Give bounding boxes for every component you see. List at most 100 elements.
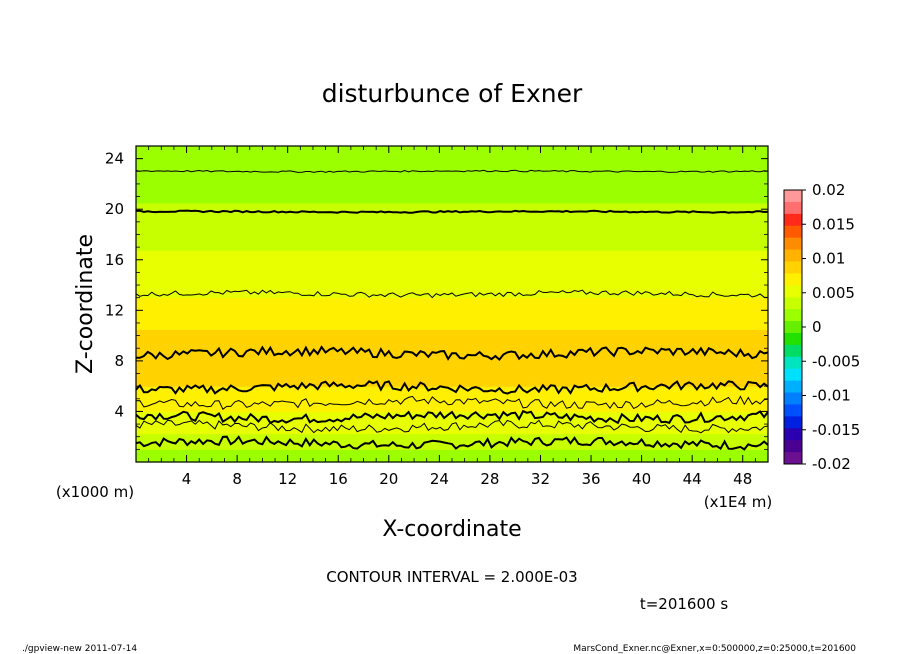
- time-label: t=201600 s: [640, 595, 728, 613]
- colorbar-label: -0.02: [812, 455, 851, 473]
- field-band: [136, 307, 768, 311]
- y-axis-label: Z-coordinate: [73, 234, 98, 374]
- contour-line: [135, 419, 769, 434]
- field-band: [136, 237, 768, 242]
- footer-left: ./gpview-new 2011-07-14: [22, 644, 137, 654]
- field-band: [136, 326, 768, 330]
- contour-line: [135, 380, 769, 395]
- field-band: [136, 168, 768, 172]
- colorbar-segment: [784, 428, 802, 441]
- field-band: [136, 420, 768, 425]
- colorbar-segment: [784, 368, 802, 382]
- field-band: [136, 395, 768, 400]
- field-band: [136, 405, 768, 409]
- footer-right: MarsCond_Exner.nc@Exner,x=0:500000,z=0:2…: [573, 644, 856, 654]
- field-band: [136, 383, 768, 387]
- y-tick-label: 8: [114, 352, 124, 370]
- contour-line: [135, 409, 769, 425]
- y-tick-label: 16: [105, 251, 124, 269]
- field-band: [136, 348, 768, 352]
- y-tick-label: 12: [105, 301, 124, 319]
- field-band: [136, 345, 768, 349]
- field-band: [136, 171, 768, 176]
- field-band: [136, 183, 768, 188]
- colorbar-segment: [784, 249, 802, 262]
- field-band: [136, 455, 768, 460]
- field-band: [136, 446, 768, 450]
- colorbar-label: 0.01: [812, 250, 845, 268]
- field-band: [136, 379, 768, 384]
- colorbar-labels: 0.02 0.015 0.01 0.005 0 -0.005 -0.01 -0.015 -0.0…: [802, 181, 860, 473]
- colorbar-segment: [784, 440, 802, 453]
- field-band: [136, 281, 768, 286]
- field-band: [136, 228, 768, 232]
- colorbar-segment: [784, 392, 802, 405]
- colorbar-label: 0.02: [812, 181, 845, 199]
- field-band: [136, 373, 768, 378]
- contour-line: [135, 209, 769, 214]
- contour-line: [135, 395, 769, 410]
- x-tick-label: 48: [733, 470, 752, 488]
- colorbar-label: -0.01: [812, 387, 851, 405]
- field-band: [136, 389, 768, 394]
- field-band: [136, 193, 768, 198]
- field-band: [136, 234, 768, 239]
- field-band: [136, 180, 768, 185]
- field-band: [136, 357, 768, 362]
- x-tick-label: 16: [329, 470, 348, 488]
- field-band: [136, 202, 768, 207]
- field-band: [136, 367, 768, 371]
- field-band: [136, 364, 768, 368]
- field-band: [136, 259, 768, 264]
- field-band: [136, 218, 768, 223]
- colorbar-label: -0.005: [812, 352, 860, 370]
- field-band: [136, 247, 768, 251]
- field-band: [136, 294, 768, 299]
- contour-line: [135, 435, 769, 451]
- x-tick-label: 8: [232, 470, 242, 488]
- field-band: [136, 319, 768, 324]
- colorbar-segment: [784, 309, 802, 322]
- field-band: [136, 221, 768, 226]
- colorbar-segment: [784, 225, 802, 239]
- x-tick-label: 36: [581, 470, 600, 488]
- field-band: [136, 253, 768, 258]
- field-band: [136, 386, 768, 390]
- colorbar-segment: [784, 452, 802, 465]
- colorbar-label: 0: [812, 318, 822, 336]
- x-tick-label: 24: [430, 470, 449, 488]
- colorbar-segment: [784, 332, 802, 346]
- field-band: [136, 427, 768, 431]
- field-band: [136, 304, 768, 308]
- field-band: [136, 256, 768, 261]
- x-axis-unit: (x1E4 m): [704, 493, 773, 511]
- field-band: [136, 329, 768, 334]
- field-band: [136, 313, 768, 318]
- field-band: [136, 231, 768, 236]
- colorbar-segment: [784, 297, 802, 310]
- colorbar-segment: [784, 321, 802, 334]
- y-tick-label: 20: [105, 200, 124, 218]
- colorbar-segment: [784, 356, 802, 370]
- colorbar-segment: [784, 380, 802, 394]
- field-band: [136, 300, 768, 305]
- field-band: [136, 322, 768, 327]
- x-tick-label: 44: [683, 470, 702, 488]
- field-band: [136, 278, 768, 283]
- field-band: [136, 161, 768, 166]
- field-band: [136, 332, 768, 337]
- field-band: [136, 392, 768, 397]
- field-band: [136, 187, 768, 191]
- x-tick-label: 12: [278, 470, 297, 488]
- y-tick-label: 4: [114, 402, 124, 420]
- field-band: [136, 310, 768, 315]
- x-axis-label: X-coordinate: [382, 517, 521, 542]
- field-band: [136, 338, 768, 343]
- colorbar-label: -0.015: [812, 421, 860, 439]
- field-band: [136, 424, 768, 428]
- field-band: [136, 341, 768, 346]
- field-band: [136, 272, 768, 277]
- field-band: [136, 177, 768, 182]
- field-band: [136, 269, 768, 273]
